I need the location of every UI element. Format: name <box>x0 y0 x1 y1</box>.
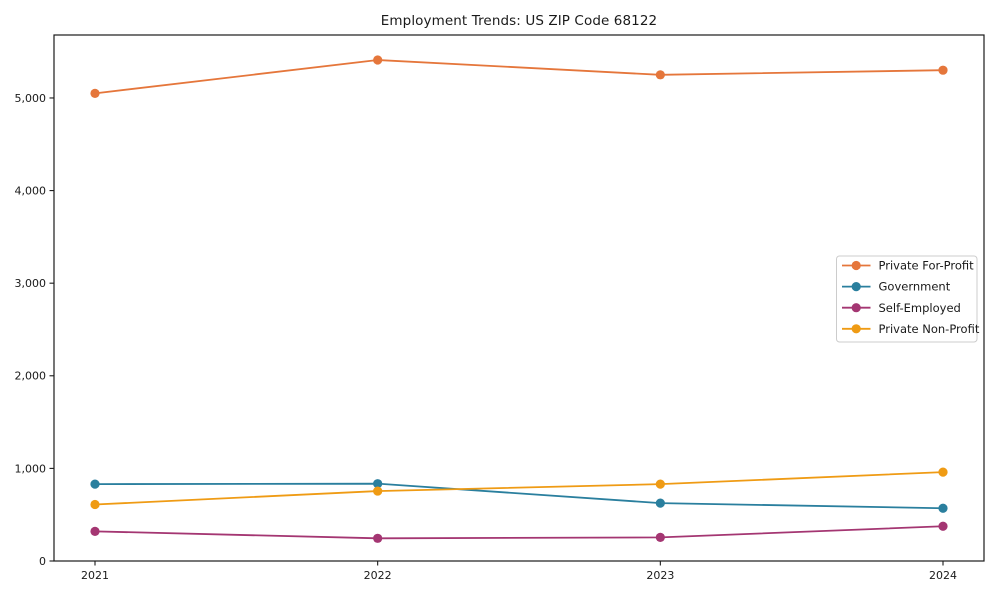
series-self-employed <box>90 521 948 543</box>
point-private-for-profit-2024 <box>938 65 948 75</box>
chart-title: Employment Trends: US ZIP Code 68122 <box>380 13 658 29</box>
legend-label-private-for-profit: Private For-Profit <box>879 259 975 273</box>
point-government-2021 <box>90 479 100 489</box>
x-tick-label: 2022 <box>364 569 392 582</box>
legend-item-private-non-profit: Private Non-Profit <box>842 322 980 336</box>
point-government-2022 <box>373 479 383 489</box>
y-tick-label: 4,000 <box>15 184 47 197</box>
y-tick-label: 5,000 <box>15 92 47 105</box>
point-private-for-profit-2021 <box>90 88 100 98</box>
legend-item-government: Government <box>842 280 951 294</box>
line-government <box>94 482 944 510</box>
point-self-employed-2022 <box>373 533 383 543</box>
point-self-employed-2024 <box>938 521 948 531</box>
legend-item-self-employed: Self-Employed <box>842 301 961 315</box>
line-private-for-profit <box>94 59 944 95</box>
y-tick-label: 1,000 <box>15 462 47 475</box>
point-private-non-profit-2022 <box>373 486 383 496</box>
line-private-non-profit <box>94 471 944 506</box>
point-government-2023 <box>655 498 665 508</box>
point-self-employed-2021 <box>90 526 100 536</box>
point-private-non-profit-2024 <box>938 467 948 477</box>
legend-label-self-employed: Self-Employed <box>879 301 961 315</box>
legend: Private For-Profit Government Self-Employe… <box>836 255 980 343</box>
point-private-non-profit-2023 <box>655 479 665 489</box>
legend-label-private-non-profit: Private Non-Profit <box>879 322 980 336</box>
y-tick-label: 3,000 <box>15 277 47 290</box>
series-government <box>90 479 948 513</box>
point-government-2024 <box>938 503 948 513</box>
x-tick-label: 2021 <box>81 569 109 582</box>
line-self-employed <box>94 525 944 540</box>
y-tick-label: 0 <box>39 555 46 568</box>
legend-marker-self-employed <box>851 303 861 313</box>
legend-item-private-for-profit: Private For-Profit <box>842 259 974 273</box>
y-tick-label: 2,000 <box>15 370 47 383</box>
axes: 0 1,000 2,000 3,000 4,000 5,000 2021 2022 2023 20… <box>15 92 958 582</box>
plot-frame <box>53 34 985 562</box>
x-tick-label: 2023 <box>646 569 674 582</box>
point-private-for-profit-2022 <box>373 55 383 65</box>
point-private-for-profit-2023 <box>655 70 665 80</box>
point-private-non-profit-2021 <box>90 499 100 510</box>
legend-label-government: Government <box>879 280 951 294</box>
legend-marker-private-non-profit <box>851 324 861 334</box>
x-tick-label: 2024 <box>929 569 957 582</box>
legend-box <box>836 255 978 343</box>
legend-marker-private-for-profit <box>851 260 861 271</box>
series-private-for-profit <box>90 55 948 98</box>
point-self-employed-2023 <box>655 532 665 542</box>
legend-marker-government <box>851 282 861 292</box>
series-private-non-profit <box>90 467 948 510</box>
